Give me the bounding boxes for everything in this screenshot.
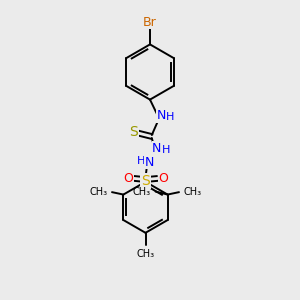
Text: O: O (123, 172, 133, 185)
Text: CH₃: CH₃ (184, 187, 202, 197)
Text: N: N (152, 142, 162, 155)
Text: CH₃: CH₃ (89, 187, 107, 197)
Text: CH₃: CH₃ (136, 249, 154, 259)
Text: N: N (157, 109, 166, 122)
Text: CH₃: CH₃ (133, 187, 151, 196)
Text: S: S (141, 174, 150, 188)
Text: H: H (166, 112, 175, 122)
Text: S: S (129, 125, 138, 139)
Text: Br: Br (143, 16, 157, 29)
Text: H: H (137, 156, 145, 167)
Text: N: N (145, 156, 154, 169)
Text: O: O (159, 172, 168, 185)
Text: H: H (162, 145, 170, 155)
